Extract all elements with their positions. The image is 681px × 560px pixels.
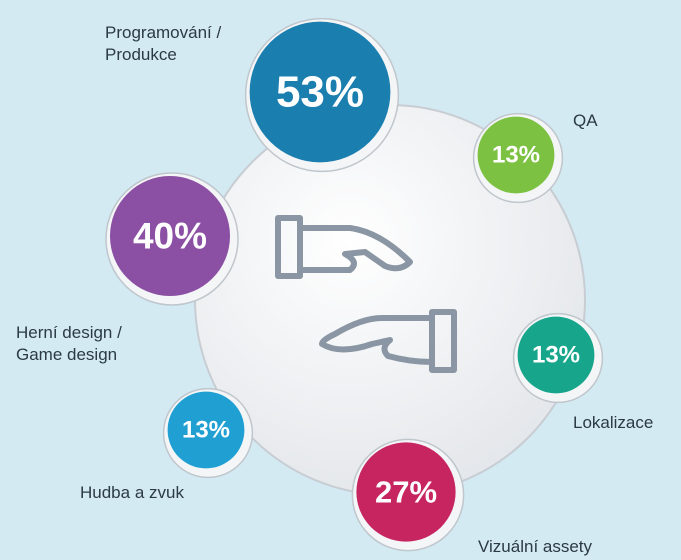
bubble bbox=[517, 316, 595, 394]
category-label: Programování / Produkce bbox=[105, 23, 222, 64]
value-label: 40% bbox=[133, 216, 207, 257]
category-label: Lokalizace bbox=[573, 413, 654, 432]
value-label: 53% bbox=[276, 68, 364, 117]
value-label: 13% bbox=[182, 417, 230, 444]
category-label: Vizuální assety bbox=[478, 537, 593, 556]
bubble bbox=[167, 391, 245, 469]
category-label: Herní design / Game design bbox=[16, 323, 122, 364]
hands-icon bbox=[275, 215, 457, 373]
bubble bbox=[249, 21, 391, 163]
value-label: 13% bbox=[532, 342, 580, 369]
bubble bbox=[477, 116, 555, 194]
bubble bbox=[110, 176, 230, 296]
category-label: QA bbox=[573, 111, 598, 130]
value-label: 27% bbox=[375, 475, 437, 510]
category-label: Hudba a zvuk bbox=[80, 483, 184, 502]
bubble bbox=[356, 442, 456, 542]
value-label: 13% bbox=[492, 142, 540, 169]
